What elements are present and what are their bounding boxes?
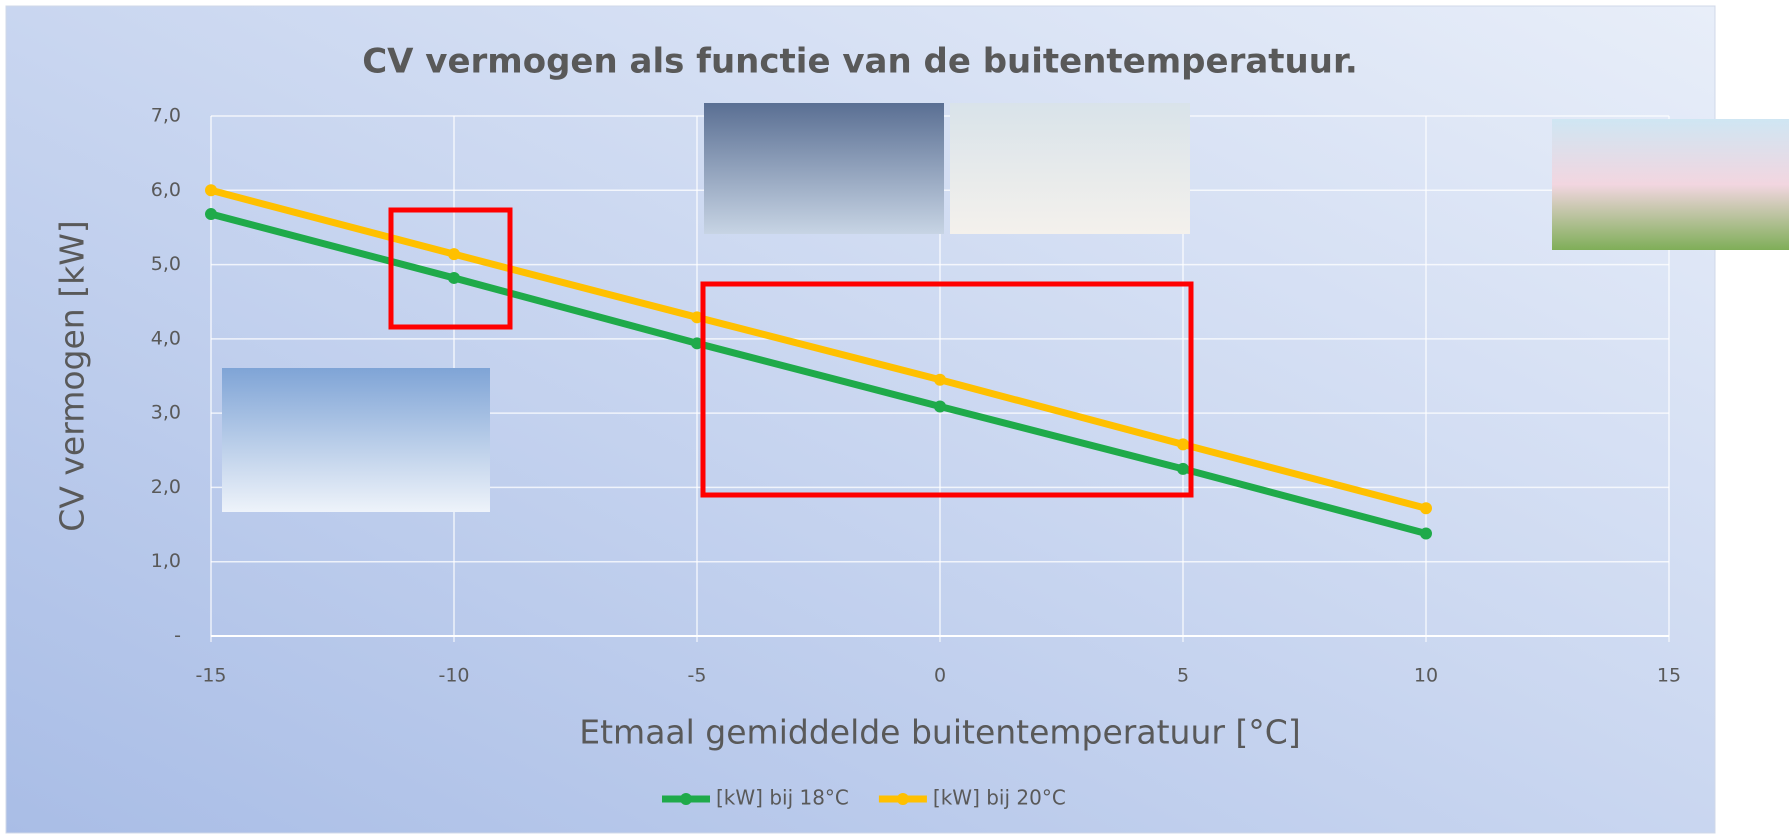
data-point [1177,438,1189,450]
illustration [950,103,1190,234]
data-point [1420,502,1432,514]
legend-marker [680,793,692,805]
legend-marker [897,793,909,805]
y-tick-label: 5,0 [151,253,181,275]
data-point [1177,463,1189,475]
illustration [222,368,490,512]
x-tick-label: 5 [1177,665,1189,687]
chart: - 1,0 2,0 3,0 4,0 5,0 6,0 7,0 -15 -10 -5 0 5 10 15 CV … [0,0,1789,836]
legend-label: [kW] bij 20°C [933,786,1066,810]
x-axis-label: Etmaal gemiddelde buitentemperatuur [°C] [579,713,1300,752]
y-tick-label: 2,0 [151,476,181,498]
x-tick-label: -10 [438,665,469,687]
y-tick-label: 4,0 [151,327,181,349]
y-tick-label: 7,0 [151,105,181,127]
legend-label: [kW] bij 18°C [716,786,849,810]
y-tick-label: 3,0 [151,402,181,424]
chart-title: CV vermogen als functie van de buitentem… [362,42,1358,82]
data-point [1420,527,1432,539]
y-tick-label: 1,0 [151,550,181,572]
data-point [934,374,946,386]
illustration [1552,119,1789,250]
data-point [934,400,946,412]
data-point [448,272,460,284]
y-tick-label: - [174,625,181,647]
y-tick-label: 6,0 [151,179,181,201]
x-tick-label: 15 [1657,665,1681,687]
y-axis-label: CV vermogen [kW] [53,220,92,531]
x-tick-label: 0 [934,665,946,687]
x-tick-label: -5 [688,665,707,687]
data-point [205,184,217,196]
illustration [704,103,944,234]
x-tick-label: -15 [195,665,226,687]
x-tick-label: 10 [1414,665,1438,687]
data-point [448,248,460,260]
data-point [205,208,217,220]
